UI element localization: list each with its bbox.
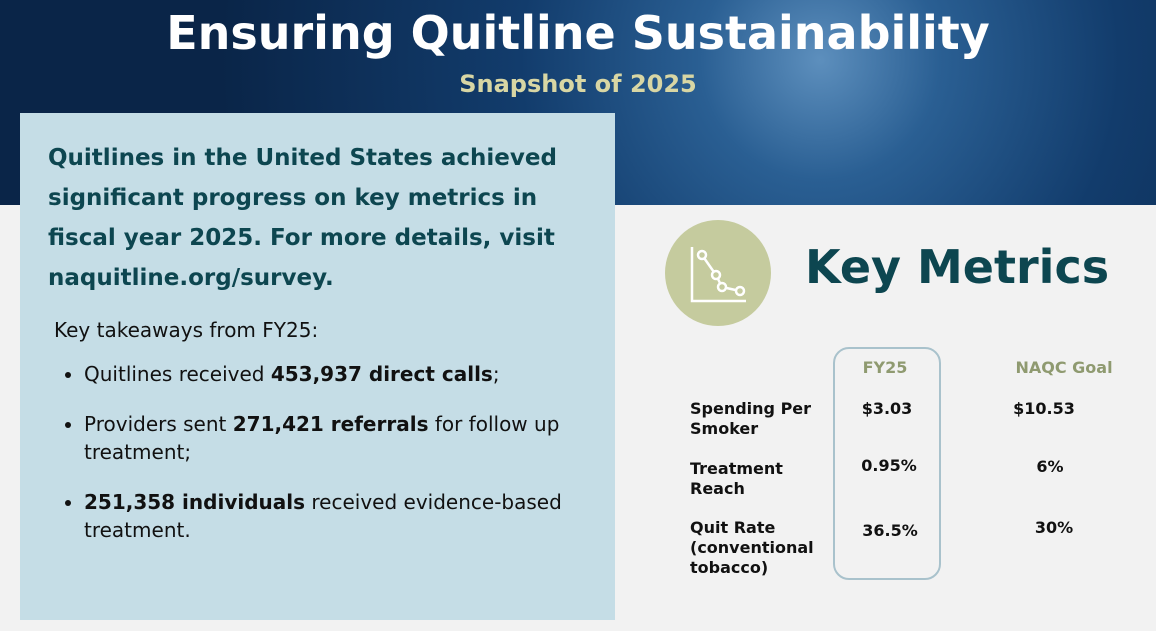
fy25-column-highlight xyxy=(833,347,941,580)
column-header: NAQC Goal xyxy=(1015,358,1113,377)
row-label: Quit Rate (conventional tobacco) xyxy=(690,518,814,577)
fy25-value: $3.03 xyxy=(861,399,913,418)
row-label: Treatment Reach xyxy=(690,459,783,498)
goal-value: 30% xyxy=(1034,518,1074,537)
fy25-value: 0.95% xyxy=(861,456,917,475)
text: ; xyxy=(492,362,500,386)
metrics-icon xyxy=(665,220,771,326)
bullet: Quitlines received 453,937 direct calls; xyxy=(84,360,604,388)
fy25-value: 36.5% xyxy=(862,521,918,540)
metrics-title: Key Metrics xyxy=(805,240,1110,294)
intro: Quitlines in the United States achieved … xyxy=(48,145,557,291)
text: Providers sent xyxy=(84,412,233,436)
bold-text: 271,421 referrals xyxy=(232,412,429,436)
title: Ensuring Quitline Sustainability xyxy=(166,6,990,60)
bullet-list: Quitlines received 453,937 direct calls;… xyxy=(58,360,604,566)
subtitle: Snapshot of 2025 xyxy=(459,70,697,98)
goal-value: 6% xyxy=(1036,457,1064,476)
row-label: Spending Per Smoker xyxy=(690,399,812,438)
goal-value: $10.53 xyxy=(1013,399,1075,418)
bullet: Providers sent 271,421 referrals for fol… xyxy=(84,410,604,466)
bold-text: 453,937 direct calls xyxy=(270,362,493,386)
bullet: 251,358 individuals received evidence-ba… xyxy=(84,488,604,544)
text: received evidence-based treatment. xyxy=(84,490,562,542)
bold-text: 251,358 individuals xyxy=(84,490,306,514)
column-header: FY25 xyxy=(862,358,908,377)
text: Quitlines received xyxy=(84,362,271,386)
takeaways-heading: Key takeaways from FY25: xyxy=(54,318,319,342)
summary-panel xyxy=(20,113,615,620)
text: for follow up treatment; xyxy=(84,412,560,464)
